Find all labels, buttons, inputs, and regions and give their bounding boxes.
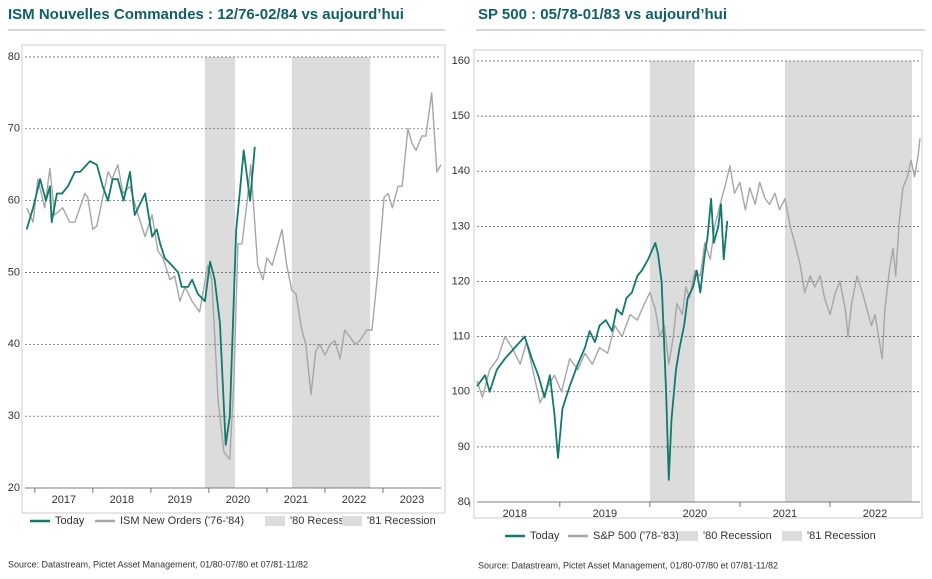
series-line [25, 146, 256, 446]
x-tick-label: 2018 [503, 508, 527, 520]
x-tick-label: 2019 [168, 494, 192, 506]
legend-label: Today [55, 515, 85, 527]
legend-swatch [678, 531, 698, 541]
plot-frame [21, 44, 446, 514]
y-tick-label: 110 [452, 331, 470, 343]
y-tick-label: 120 [452, 275, 470, 287]
y-tick-label: 50 [8, 266, 20, 278]
y-tick-label: 80 [8, 51, 20, 63]
y-tick-label: 20 [8, 482, 20, 494]
y-tick-label: 140 [452, 165, 470, 177]
legend-label: '80 Recession [703, 530, 772, 542]
chart-title: ISM Nouvelles Commandes : 12/76-02/84 vs… [8, 6, 404, 23]
legend-swatch [342, 516, 362, 526]
y-tick-label: 90 [458, 441, 470, 453]
legend-label: '81 Recession [367, 515, 436, 527]
legend-label: ISM New Orders ('76-'84) [120, 515, 244, 527]
series-line [476, 197, 729, 481]
x-tick-label: 2018 [110, 494, 134, 506]
source-note: Source: Datastream, Pictet Asset Managem… [8, 559, 308, 569]
x-tick-label: 2021 [773, 508, 797, 520]
x-tick-label: 2020 [226, 494, 250, 506]
y-tick-label: 60 [8, 195, 20, 207]
y-tick-label: 150 [452, 110, 470, 122]
legend-swatch [782, 531, 802, 541]
recession-band [649, 61, 695, 502]
x-tick-label: 2017 [52, 494, 76, 506]
legend-label: '81 Recession [807, 530, 876, 542]
x-tick-label: 2022 [863, 508, 887, 520]
x-tick-label: 2023 [400, 494, 424, 506]
y-tick-label: 30 [8, 410, 20, 422]
y-tick-label: 40 [8, 338, 20, 350]
x-tick-label: 2022 [342, 494, 366, 506]
y-tick-label: 100 [452, 386, 470, 398]
legend-swatch [265, 516, 285, 526]
y-tick-label: 80 [458, 496, 470, 508]
series-line [476, 138, 921, 404]
x-tick-label: 2019 [593, 508, 617, 520]
source-note: Source: Datastream, Pictet Asset Managem… [478, 560, 778, 570]
chart-title: SP 500 : 05/78-01/83 vs aujourd’hui [478, 6, 727, 23]
y-tick-label: 130 [452, 220, 470, 232]
plot-frame [473, 49, 923, 519]
recession-band [784, 61, 912, 502]
y-tick-label: 70 [8, 123, 20, 135]
legend-label: '80 Recession [290, 515, 359, 527]
x-tick-label: 2020 [683, 508, 707, 520]
y-tick-label: 160 [452, 55, 470, 67]
series-line [26, 92, 442, 460]
legend-label: Today [530, 530, 560, 542]
legend-label: S&P 500 ('78-'83) [593, 530, 679, 542]
x-tick-label: 2021 [284, 494, 308, 506]
